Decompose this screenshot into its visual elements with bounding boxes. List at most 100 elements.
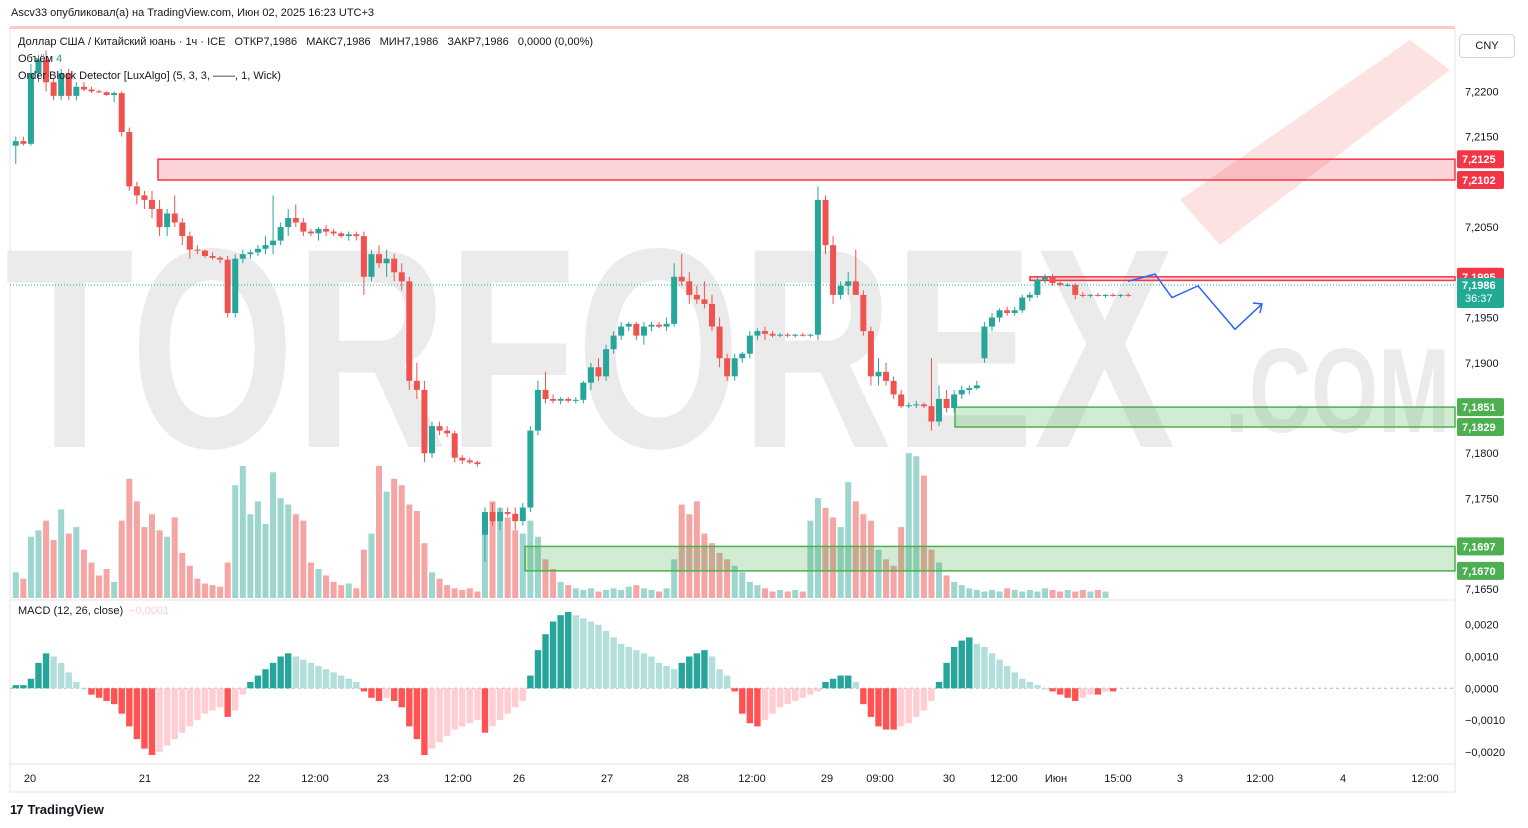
macd-histogram-bar [519,688,527,701]
candle-body [852,281,859,295]
volume-bar [1064,589,1071,598]
macd-histogram-bar [875,688,882,727]
volume-bar [383,491,390,598]
macd-legend[interactable]: MACD (12, 26, close) −0,0001 [18,605,169,617]
volume-bar [156,530,163,598]
candle-body [474,462,481,465]
candle-body [111,93,118,95]
macd-histogram-bar [247,681,254,689]
high-value: МАКС7,1986 [306,36,371,48]
tradingview-footer[interactable]: 17 TradingView [10,802,104,817]
volume-bar [784,591,791,598]
macd-histogram-bar [534,650,542,689]
macd-histogram-bar [20,685,27,689]
candle-body [550,398,557,401]
indicator-legend[interactable]: Order Block Detector [LuxAlgo] (5, 3, 3,… [18,70,281,82]
volume-bar [648,589,655,598]
macd-histogram-bar [118,688,125,714]
candle-body [587,367,594,383]
macd-histogram-bar [905,688,912,724]
time-tick-label: 4 [1340,773,1346,785]
macd-histogram-bar [459,688,466,727]
macd-histogram-bar [663,666,670,689]
volume-bar [512,530,519,598]
volume-bar [656,591,663,598]
candle-body [693,294,700,300]
volume-bar [769,591,776,598]
time-tick-label: 09:00 [866,773,894,785]
volume-bar [565,585,572,598]
candle-body [989,317,995,327]
candle-body [746,335,753,354]
candle-body [534,389,541,431]
price-tick-label: 7,2150 [1465,132,1499,144]
order-block-price-tag [1457,418,1504,436]
bar-countdown-label: 36:37 [1465,293,1493,305]
volume-bar [867,520,874,598]
macd-histogram-bar [860,688,867,705]
order-block-price-tag [1457,561,1504,580]
projection-arrowhead-icon [1252,302,1263,314]
macd-histogram-bar [708,656,716,689]
order-block-price-label: 7,1851 [1462,402,1496,414]
symbol-title[interactable]: Доллар США / Китайский юань · 1ч · ICE [18,36,226,48]
volume-bar [80,549,87,598]
macd-histogram-bar [822,681,829,689]
volume-bar [792,589,799,598]
macd-histogram-bar [398,688,405,708]
candle-body [58,73,65,96]
volume-bar [179,552,186,598]
macd-histogram-bar [406,688,413,727]
macd-histogram-bar [194,688,201,721]
macd-histogram-bar [489,688,496,727]
macd-histogram-bar [617,643,625,689]
macd-histogram-bar [1034,685,1041,689]
bearish-order-block [1029,276,1456,282]
price-tick-label: 7,2050 [1465,222,1499,234]
candle-body [731,358,738,377]
time-tick-label: 12:00 [738,773,766,785]
candle-body [860,294,867,332]
candle-body [360,236,367,277]
volume-bar [217,586,224,598]
volume-bar [595,591,602,598]
candle-body [406,281,413,381]
macd-histogram-bar [527,675,534,689]
candle-body [270,240,277,246]
volume-bar [973,589,980,598]
macd-histogram-bar [723,675,731,689]
candle-body [88,89,95,92]
macd-histogram-bar [633,650,640,689]
candle-body [905,405,912,407]
tradingview-logo-icon: 17 [10,802,24,817]
volume-bar [103,569,110,598]
candle-body [391,258,398,273]
volume-bar [989,589,995,598]
candle-body [572,399,579,401]
macd-histogram-bar [496,688,504,721]
candle-body [1011,310,1018,313]
candle-body [951,394,958,408]
macd-histogram-bar [746,688,754,724]
macd-histogram-bar [110,688,118,705]
candle-body [981,326,988,359]
candle-body [489,512,496,522]
macd-histogram-bar [920,688,928,711]
currency-button[interactable]: CNY [1459,34,1515,58]
top-highlight-bar [10,26,1455,29]
candle-body [497,512,504,522]
macd-histogram-bar [504,688,511,714]
macd-histogram-bar [216,688,224,708]
macd-histogram-bar [481,688,489,733]
macd-histogram-bar [739,688,746,714]
volume-legend[interactable]: Объём 4 [18,51,599,68]
macd-histogram-bar [1087,688,1094,695]
macd-histogram-bar [239,688,247,695]
candle-body [1019,297,1026,311]
volume-bar [497,507,504,598]
candle-body [1094,294,1101,296]
volume-bar [860,514,867,598]
macd-histogram-bar [686,656,693,689]
candle-body [671,276,678,324]
